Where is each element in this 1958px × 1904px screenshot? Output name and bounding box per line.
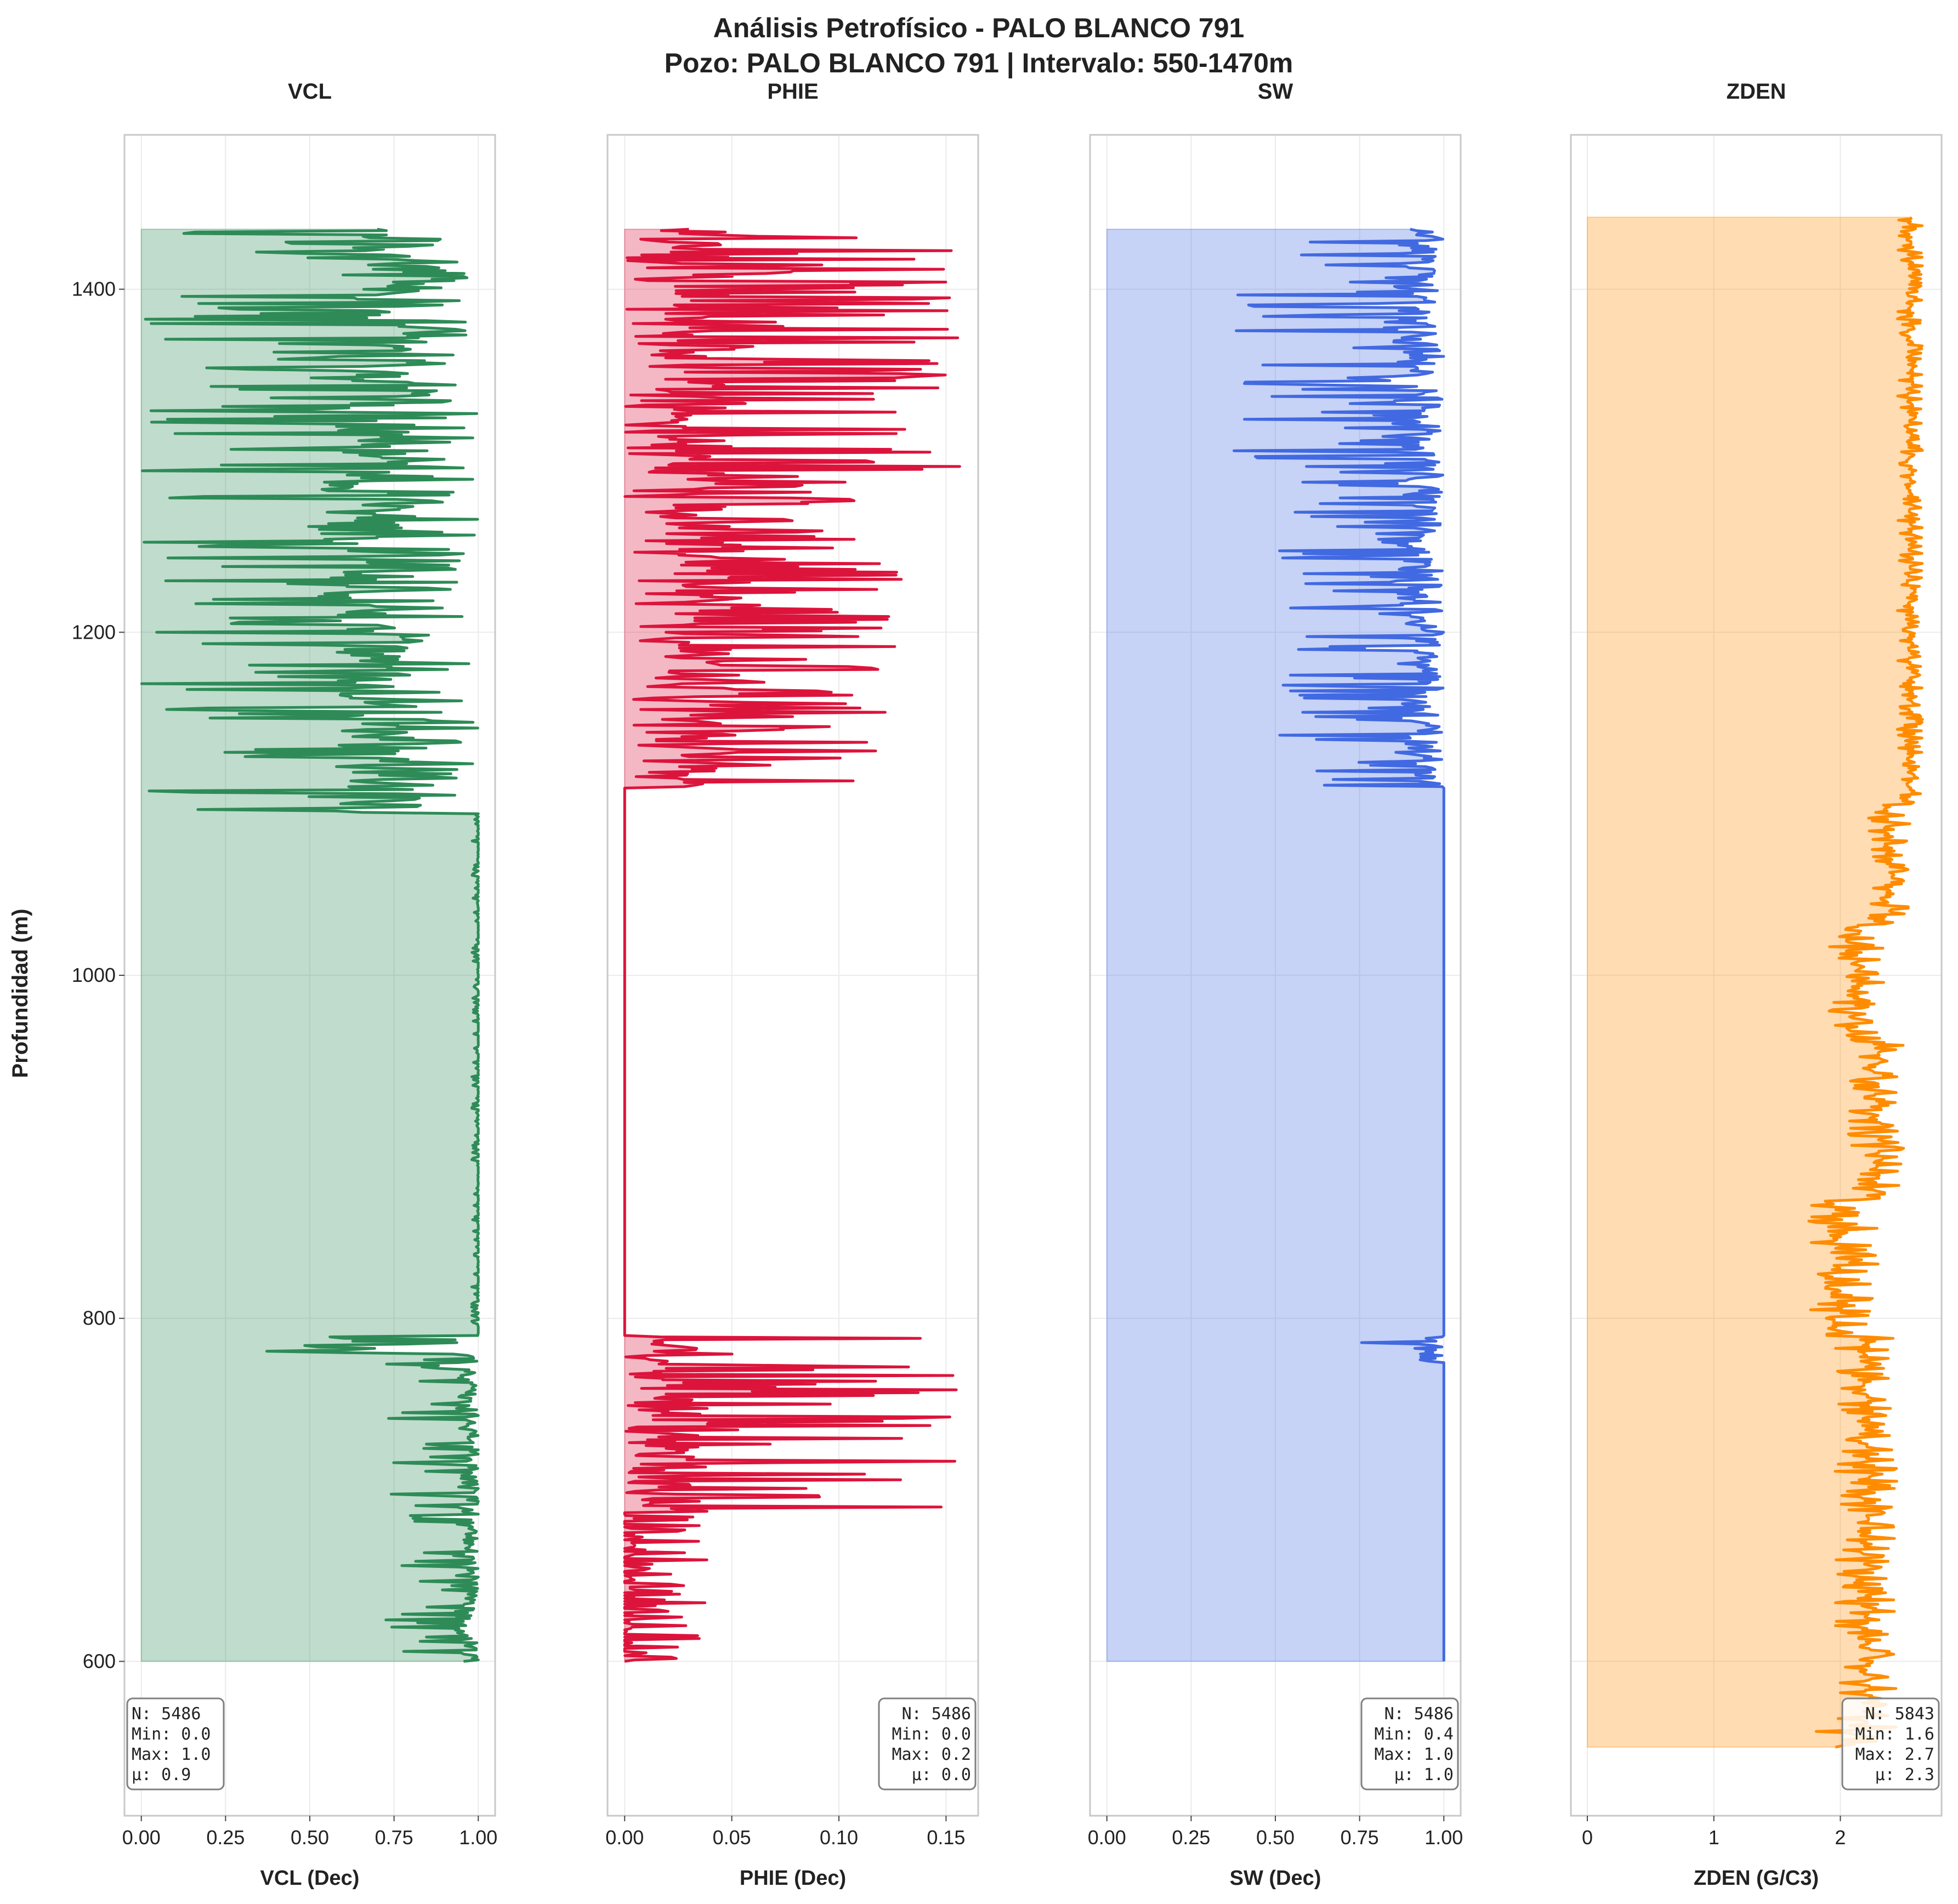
x-tick-label: 2: [1835, 1826, 1846, 1849]
y-tick-label: 1200: [72, 621, 116, 643]
x-tick-label: 0.00: [122, 1826, 161, 1849]
x-tick-label: 1.00: [459, 1826, 497, 1849]
x-axis-label: PHIE (Dec): [740, 1867, 846, 1890]
panel-title: ZDEN: [1727, 79, 1786, 104]
panel-title: SW: [1258, 79, 1293, 104]
y-tick-label: 600: [83, 1650, 116, 1672]
track-vcl: VCL 0.00 0.25 0.50 0.75 1.00 VCL (Dec) 600 800 10…: [72, 79, 497, 1890]
series-line-vcl: [140, 228, 480, 1663]
figure-title-line2: Pozo: PALO BLANCO 791 | Intervalo: 550-1…: [665, 48, 1293, 79]
figure-title-line1: Análisis Petrofísico - PALO BLANCO 791: [713, 13, 1245, 43]
stats-line-mu: µ: 2.3: [1875, 1765, 1934, 1784]
stats-line-max: Max: 1.0: [132, 1745, 211, 1764]
series-line-sw: [1233, 228, 1445, 1662]
stats-line-n: N: 5843: [1865, 1704, 1934, 1724]
track-phie: PHIE 0.00 0.05 0.10 0.15 PHIE (Dec) N: 5486Min…: [605, 79, 979, 1890]
y-tick-label: 800: [83, 1307, 116, 1329]
stats-line-max: Max: 0.2: [892, 1745, 972, 1764]
x-tick-label: 0.50: [291, 1826, 329, 1849]
stats-box: [1360, 1697, 1459, 1791]
x-tick-label: 1.00: [1424, 1826, 1463, 1849]
series-fill-vcl: [140, 229, 481, 1662]
x-tick-label: 0.75: [375, 1826, 413, 1849]
stats-line-min: Min: 0.4: [1375, 1725, 1454, 1744]
x-tick-label: 1: [1709, 1826, 1719, 1849]
x-tick-label: 0.25: [206, 1826, 245, 1849]
plot-frame: [1570, 134, 1943, 1817]
x-tick-label: 0.50: [1256, 1826, 1295, 1849]
track-sw: SW 0.00 0.25 0.50 0.75 1.00 SW (Dec) N: 5486Min…: [1088, 79, 1463, 1890]
x-tick-label: 0.75: [1341, 1826, 1379, 1849]
series-line-zden: [1807, 216, 1924, 1749]
series-line-phie: [623, 228, 961, 1663]
stats-line-max: Max: 2.7: [1855, 1745, 1935, 1764]
x-tick-label: 0: [1582, 1826, 1593, 1849]
stats-line-n: N: 5486: [132, 1704, 201, 1724]
stats-line-mu: µ: 0.0: [912, 1765, 971, 1784]
plot-frame: [606, 134, 979, 1817]
stats-box: [878, 1697, 977, 1791]
x-tick-label: 0.10: [820, 1826, 858, 1849]
panel-title: PHIE: [767, 79, 818, 104]
x-tick-label: 0.15: [927, 1826, 965, 1849]
y-tick-label: 1400: [72, 278, 116, 300]
stats-line-min: Min: 0.0: [892, 1725, 972, 1744]
stats-box: [1841, 1697, 1940, 1791]
x-axis-label: ZDEN (G/C3): [1694, 1867, 1819, 1890]
y-axis-label: Profundidad (m): [8, 909, 32, 1078]
x-tick-label: 0.00: [605, 1826, 644, 1849]
stats-line-mu: µ: 1.0: [1394, 1765, 1454, 1784]
x-axis-label: SW (Dec): [1230, 1867, 1321, 1890]
stats-box: [126, 1697, 225, 1791]
stats-line-min: Min: 0.0: [132, 1725, 211, 1744]
stats-line-mu: µ: 0.9: [132, 1765, 191, 1784]
stats-line-max: Max: 1.0: [1375, 1745, 1454, 1764]
x-tick-label: 0.25: [1172, 1826, 1210, 1849]
stats-line-min: Min: 1.6: [1855, 1725, 1935, 1744]
x-tick-label: 0.05: [713, 1826, 751, 1849]
x-axis-label: VCL (Dec): [260, 1867, 360, 1890]
stats-line-n: N: 5486: [902, 1704, 971, 1724]
panel-title: VCL: [288, 79, 332, 104]
x-tick-label: 0.00: [1088, 1826, 1126, 1849]
y-tick-label: 1000: [72, 964, 116, 986]
stats-line-n: N: 5486: [1384, 1704, 1454, 1724]
